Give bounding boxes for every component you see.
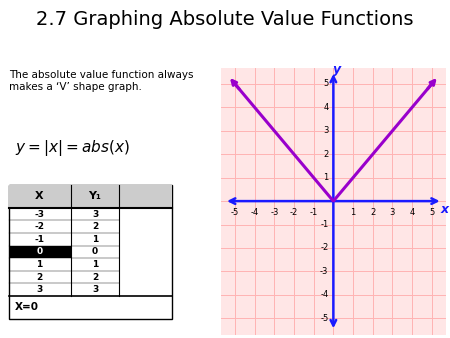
Text: -1: -1: [310, 208, 318, 217]
Text: -3: -3: [270, 208, 279, 217]
Text: 3: 3: [36, 285, 43, 294]
Text: 1: 1: [92, 235, 98, 244]
Text: -4: -4: [320, 290, 328, 299]
Text: -2: -2: [35, 222, 45, 231]
Text: x: x: [441, 203, 449, 216]
Bar: [9, 185, 172, 319]
Text: 0: 0: [36, 247, 43, 256]
Text: 3: 3: [390, 208, 395, 217]
Text: -3: -3: [320, 267, 328, 276]
Text: 5: 5: [323, 79, 328, 89]
Text: -1: -1: [320, 220, 328, 229]
Text: -5: -5: [320, 314, 328, 323]
Text: 2: 2: [92, 272, 98, 282]
Text: -1: -1: [35, 235, 45, 244]
Text: 2.7 Graphing Absolute Value Functions: 2.7 Graphing Absolute Value Functions: [36, 10, 414, 29]
Text: 5: 5: [429, 208, 434, 217]
Text: -3: -3: [35, 210, 45, 219]
Text: The absolute value function always
makes a ‘V’ shape graph.: The absolute value function always makes…: [9, 70, 193, 92]
Text: $y = |x| = abs(x)$: $y = |x| = abs(x)$: [15, 138, 129, 158]
Text: 2: 2: [370, 208, 375, 217]
Text: 4: 4: [323, 103, 328, 112]
Text: 1: 1: [36, 260, 43, 269]
Text: 3: 3: [92, 285, 98, 294]
Text: y: y: [333, 64, 341, 76]
Bar: [9, 185, 172, 208]
Text: Y₁: Y₁: [89, 191, 101, 201]
Text: 1: 1: [351, 208, 356, 217]
Text: 4: 4: [410, 208, 415, 217]
Text: -2: -2: [290, 208, 298, 217]
Text: 0: 0: [92, 247, 98, 256]
Bar: [9, 245, 71, 258]
Text: X=0: X=0: [15, 302, 39, 312]
Text: -2: -2: [320, 243, 328, 252]
Text: -4: -4: [251, 208, 259, 217]
Text: 1: 1: [323, 173, 328, 182]
Text: 2: 2: [323, 150, 328, 159]
Text: 2: 2: [36, 272, 43, 282]
Text: -5: -5: [231, 208, 239, 217]
Text: 1: 1: [92, 260, 98, 269]
Text: 3: 3: [323, 126, 328, 135]
Text: X: X: [35, 191, 44, 201]
Text: 2: 2: [92, 222, 98, 231]
Text: 3: 3: [92, 210, 98, 219]
